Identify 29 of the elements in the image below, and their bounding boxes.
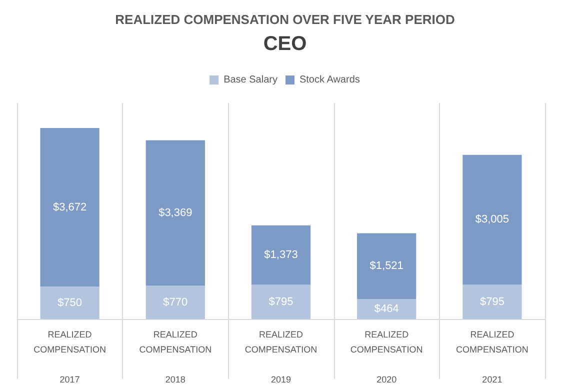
legend-label: Stock Awards [299, 74, 360, 86]
category-label: REALIZED COMPENSATION 2020 [350, 330, 423, 384]
data-label: $795 [480, 296, 504, 308]
bar [251, 284, 311, 319]
bar [251, 225, 311, 285]
bar [146, 140, 205, 286]
category-label: REALIZED COMPENSATION 2018 [139, 330, 212, 384]
data-label: $795 [268, 296, 294, 308]
category-label: REALIZED COMPENSATION 2017 [34, 330, 106, 384]
category-label: REALIZED COMPENSATION 2019 [244, 330, 318, 384]
data-label: $3,005 [475, 214, 510, 226]
bar [462, 284, 522, 319]
data-label: $750 [58, 296, 82, 309]
data-label: $1,521 [370, 260, 404, 272]
data-label: $3,672 [52, 201, 87, 214]
data-label: $3,369 [158, 206, 192, 219]
data-label: $1,373 [264, 249, 298, 261]
chart-title: REALIZED COMPENSATION OVER FIVE YEAR PERIOD [115, 12, 455, 27]
data-label: $770 [163, 296, 188, 308]
chart-subtitle: CEO [263, 33, 307, 55]
bar [462, 154, 522, 285]
bar [40, 286, 100, 319]
bar [146, 286, 205, 319]
data-label: $464 [374, 302, 399, 315]
category-label: REALIZED COMPENSATION 2021 [456, 330, 528, 384]
bar [357, 233, 416, 299]
bar [40, 128, 100, 287]
legend-label: Base Salary [224, 74, 278, 86]
bar [357, 298, 416, 319]
